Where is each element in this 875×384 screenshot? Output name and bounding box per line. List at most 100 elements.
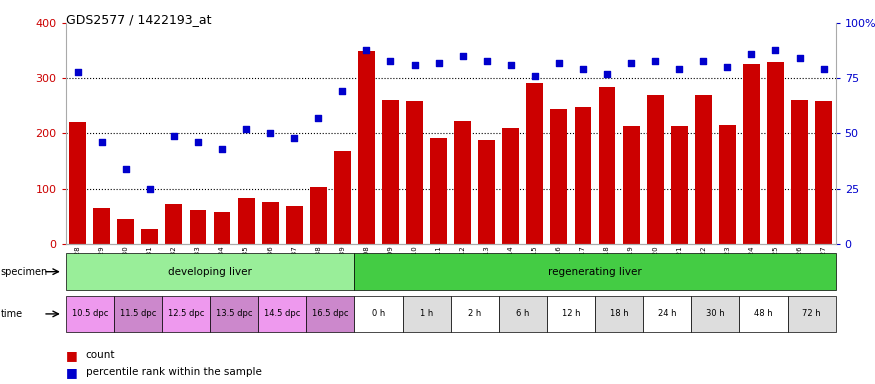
Bar	[499, 296, 547, 332]
Text: 30 h: 30 h	[706, 310, 724, 318]
Bar	[214, 212, 230, 244]
Bar	[142, 229, 158, 244]
Bar	[598, 86, 615, 244]
Text: GDS2577 / 1422193_at: GDS2577 / 1422193_at	[66, 13, 211, 26]
Bar	[791, 100, 808, 244]
Bar	[238, 198, 255, 244]
Bar	[358, 51, 374, 244]
Text: 10.5 dpc: 10.5 dpc	[72, 310, 108, 318]
Point	[672, 66, 686, 73]
Text: 24 h: 24 h	[658, 310, 676, 318]
Text: 18 h: 18 h	[610, 310, 628, 318]
Point	[816, 66, 830, 73]
Point	[215, 146, 229, 152]
Point	[624, 60, 638, 66]
Text: 2 h: 2 h	[468, 310, 481, 318]
Bar	[743, 65, 760, 244]
Point	[576, 66, 590, 73]
Text: 11.5 dpc: 11.5 dpc	[120, 310, 156, 318]
Text: 12.5 dpc: 12.5 dpc	[168, 310, 204, 318]
Point	[239, 126, 253, 132]
Text: 6 h: 6 h	[516, 310, 529, 318]
Point	[696, 58, 710, 64]
Point	[504, 62, 518, 68]
Point	[360, 46, 374, 53]
Text: 12 h: 12 h	[562, 310, 580, 318]
Bar	[547, 296, 595, 332]
Point	[71, 68, 85, 74]
Text: 0 h: 0 h	[372, 310, 385, 318]
Text: 14.5 dpc: 14.5 dpc	[264, 310, 300, 318]
Point	[480, 58, 494, 64]
Bar	[262, 202, 278, 244]
Bar	[406, 101, 423, 244]
Bar	[354, 253, 836, 290]
Text: 16.5 dpc: 16.5 dpc	[312, 310, 348, 318]
Text: 1 h: 1 h	[420, 310, 433, 318]
Bar	[671, 126, 688, 244]
Bar	[286, 206, 303, 244]
Point	[431, 60, 445, 66]
Bar	[643, 296, 691, 332]
Bar	[527, 83, 543, 244]
Bar	[430, 138, 447, 244]
Bar	[69, 122, 86, 244]
Point	[600, 71, 614, 77]
Point	[552, 60, 566, 66]
Bar	[479, 140, 495, 244]
Text: percentile rank within the sample: percentile rank within the sample	[86, 367, 262, 377]
Bar	[114, 296, 162, 332]
Point	[745, 51, 759, 57]
Bar	[306, 296, 354, 332]
Bar	[402, 296, 451, 332]
Bar	[165, 204, 182, 244]
Point	[456, 53, 470, 59]
Text: count: count	[86, 350, 116, 360]
Bar	[210, 296, 258, 332]
Bar	[788, 296, 836, 332]
Bar	[382, 100, 399, 244]
Text: ■: ■	[66, 366, 77, 379]
Bar	[691, 296, 739, 332]
Point	[720, 64, 734, 70]
Point	[167, 132, 181, 139]
Point	[119, 166, 133, 172]
Bar	[695, 95, 711, 244]
Point	[335, 88, 349, 94]
Bar	[454, 121, 471, 244]
Bar	[451, 296, 499, 332]
Point	[94, 139, 108, 146]
Bar	[767, 62, 784, 244]
Bar	[66, 253, 354, 290]
Text: 72 h: 72 h	[802, 310, 821, 318]
Bar	[334, 151, 351, 244]
Bar	[816, 101, 832, 244]
Point	[768, 46, 782, 53]
Point	[528, 73, 542, 79]
Point	[793, 55, 807, 61]
Text: specimen: specimen	[1, 266, 48, 277]
Point	[383, 58, 397, 64]
Bar	[739, 296, 788, 332]
Text: time: time	[1, 309, 23, 319]
Bar	[502, 128, 519, 244]
Text: 48 h: 48 h	[754, 310, 773, 318]
Bar	[623, 126, 640, 244]
Point	[408, 62, 422, 68]
Point	[648, 58, 662, 64]
Text: 13.5 dpc: 13.5 dpc	[216, 310, 252, 318]
Point	[191, 139, 205, 146]
Point	[143, 185, 157, 192]
Bar	[354, 296, 402, 332]
Bar	[66, 296, 114, 332]
Bar	[575, 107, 592, 244]
Text: regenerating liver: regenerating liver	[548, 266, 642, 277]
Text: ■: ■	[66, 349, 77, 362]
Bar	[190, 210, 206, 244]
Bar	[595, 296, 643, 332]
Point	[263, 131, 277, 137]
Bar	[117, 219, 134, 244]
Point	[312, 115, 326, 121]
Bar	[647, 95, 663, 244]
Bar	[310, 187, 326, 244]
